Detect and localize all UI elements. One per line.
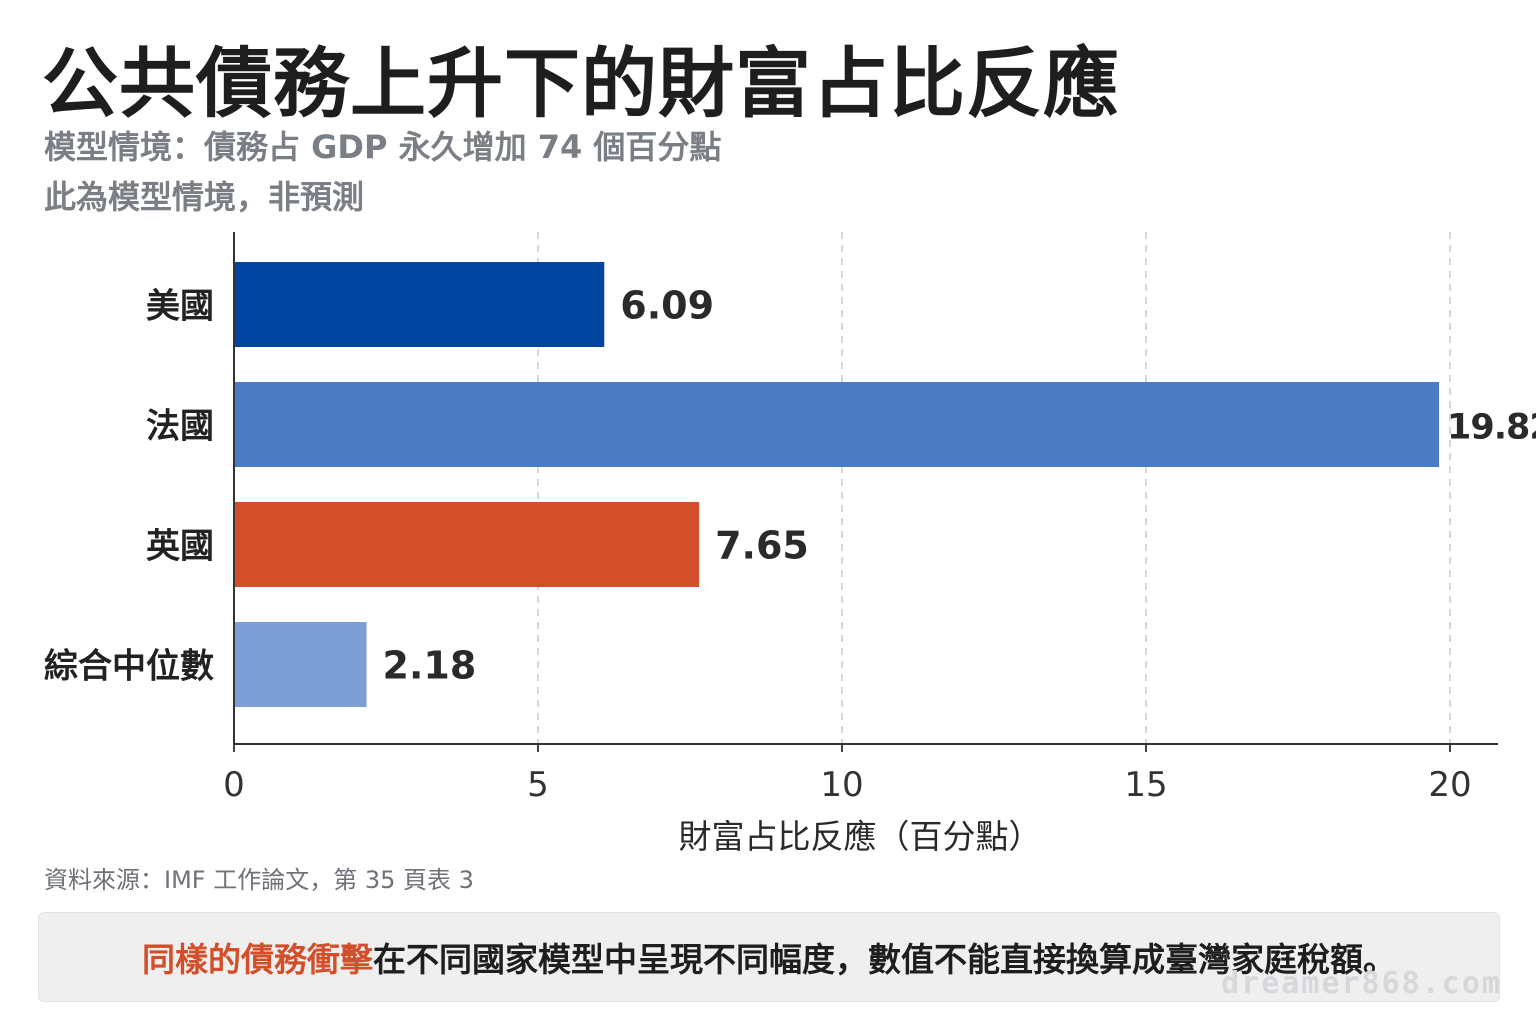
category-label: 綜合中位數 [44,647,214,687]
chart-subtitle: 模型情境：債務占 GDP 永久增加 74 個百分點 [44,128,722,166]
bars: 美國 6.09 法國 19.82 英國 7.65 綜合中位數 2.18 [44,262,1536,707]
data-label: 6.09 [620,284,714,328]
x-tick-label: 0 [223,765,245,805]
category-label: 法國 [146,407,214,447]
axes: 0 5 10 15 20 [223,232,1498,805]
data-label: 7.65 [715,524,809,568]
chart-title: 公共債務上升下的財富占比反應 [42,39,1120,128]
footnote-highlight: 同樣的債務衝擊 [142,940,373,979]
data-label: 19.82 [1447,408,1536,448]
chart-disclaimer: 此為模型情境，非預測 [44,178,365,216]
bar [234,382,1440,467]
x-tick-label: 10 [820,765,863,805]
category-label: 美國 [146,287,214,327]
x-tick-label: 5 [527,765,549,805]
x-tick-label: 15 [1124,765,1167,805]
source-note: 資料來源：IMF 工作論文，第 35 頁表 3 [44,866,474,894]
bar [234,622,367,707]
bar [234,262,605,347]
bar [234,502,700,587]
x-axis-label: 財富占比反應（百分點） [679,817,1042,856]
footnote-text: 在不同國家模型中呈現不同幅度，數值不能直接換算成臺灣家庭稅額。 [373,940,1396,979]
x-tick-label: 20 [1428,765,1471,805]
watermark: dreamer868.com [1221,966,1502,1001]
category-label: 英國 [146,527,214,567]
data-label: 2.18 [383,644,477,688]
footnote-box: 同樣的債務衝擊 在不同國家模型中呈現不同幅度，數值不能直接換算成臺灣家庭稅額。 [38,912,1500,1002]
